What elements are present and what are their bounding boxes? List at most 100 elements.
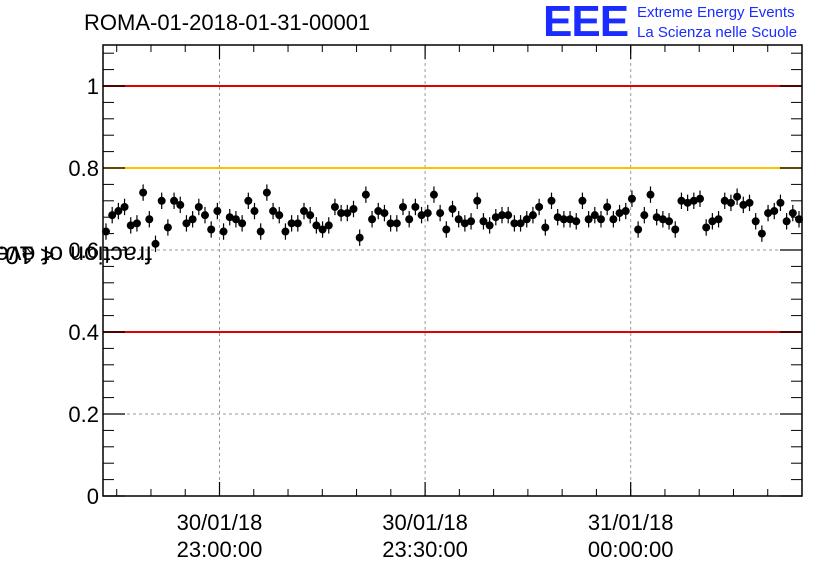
- point-marker: [559, 215, 568, 224]
- y-tick-label: 0.6: [68, 238, 99, 263]
- point-marker: [640, 211, 649, 220]
- data-point: [201, 206, 209, 224]
- y-tick-label: 0: [87, 484, 99, 509]
- point-marker: [510, 219, 519, 228]
- point-marker: [287, 219, 296, 228]
- data-point: [213, 202, 222, 220]
- point-marker: [374, 207, 383, 216]
- data-point: [726, 194, 735, 212]
- data-point: [194, 198, 203, 216]
- data-point: [436, 204, 445, 222]
- point-marker: [275, 211, 284, 220]
- data-point: [609, 211, 618, 228]
- data-point: [287, 215, 296, 232]
- point-marker: [182, 219, 191, 228]
- point-marker: [256, 227, 265, 236]
- point-marker: [541, 223, 550, 232]
- data-point: [652, 209, 661, 226]
- point-marker: [566, 215, 575, 224]
- point-marker: [194, 202, 203, 211]
- point-marker: [764, 209, 773, 218]
- point-marker: [621, 207, 630, 216]
- point-marker: [139, 188, 148, 197]
- point-marker: [677, 196, 686, 205]
- data-point: [720, 192, 729, 209]
- data-point: [120, 198, 129, 216]
- data-point: [324, 217, 333, 234]
- point-marker: [349, 205, 358, 213]
- point-marker: [188, 215, 197, 224]
- data-point: [405, 211, 414, 228]
- point-marker: [634, 225, 643, 234]
- data-point: [126, 217, 135, 234]
- data-point: [621, 202, 630, 220]
- point-marker: [528, 211, 537, 220]
- point-marker: [739, 200, 748, 209]
- data-point: [788, 204, 797, 222]
- data-point: [745, 194, 754, 212]
- data-point: [504, 206, 513, 224]
- point-marker: [163, 223, 172, 232]
- x-tick-date-label: 30/01/18: [382, 510, 468, 535]
- data-point: [145, 211, 154, 228]
- data-point: [238, 215, 247, 232]
- data-point: [207, 221, 216, 238]
- data-point: [460, 215, 469, 232]
- y-tick-label: 1: [87, 74, 99, 99]
- data-point: [696, 190, 704, 207]
- data-point: [231, 211, 240, 228]
- data-point: [597, 211, 605, 228]
- data-point: [646, 186, 655, 203]
- logo-line-2: La Scienza nelle Scuole: [637, 24, 798, 41]
- data-point: [281, 223, 290, 240]
- data-points: [102, 184, 803, 253]
- logo-line-1: Extreme Energy Events: [637, 4, 795, 21]
- point-marker: [522, 215, 531, 224]
- point-marker: [603, 202, 612, 211]
- x-tick-date-label: 30/01/18: [177, 510, 263, 535]
- point-marker: [572, 217, 581, 226]
- data-point: [176, 196, 185, 214]
- point-marker: [281, 227, 290, 236]
- reference-lines: [103, 85, 802, 333]
- data-point: [361, 186, 370, 203]
- data-point: [764, 204, 773, 222]
- point-marker: [207, 225, 216, 234]
- point-marker: [392, 219, 401, 228]
- data-point: [256, 223, 265, 240]
- point-marker: [658, 215, 667, 224]
- point-marker: [597, 215, 605, 224]
- data-point: [776, 194, 785, 212]
- data-point: [584, 211, 593, 228]
- point-marker: [491, 213, 500, 222]
- y-tick-label: 0.8: [68, 156, 99, 181]
- data-point: [380, 204, 389, 222]
- point-marker: [337, 209, 346, 218]
- data-point: [535, 198, 544, 216]
- point-marker: [627, 194, 636, 203]
- point-marker: [479, 217, 488, 226]
- point-marker: [386, 219, 395, 228]
- data-point: [590, 206, 599, 224]
- data-point: [114, 202, 123, 220]
- point-marker: [745, 198, 754, 207]
- data-point: [665, 213, 674, 230]
- point-marker: [615, 209, 624, 218]
- data-point: [262, 184, 271, 201]
- data-point: [559, 211, 568, 228]
- point-marker: [460, 219, 469, 228]
- data-point: [139, 184, 148, 201]
- data-point: [615, 204, 624, 222]
- point-marker: [757, 229, 766, 238]
- point-marker: [733, 192, 742, 201]
- data-point: [541, 219, 550, 236]
- point-marker: [770, 207, 779, 216]
- data-point: [522, 211, 531, 228]
- point-marker: [652, 213, 661, 222]
- data-point: [423, 204, 432, 222]
- point-marker: [665, 217, 674, 226]
- data-point: [516, 215, 525, 232]
- point-marker: [244, 196, 253, 205]
- point-marker: [504, 211, 513, 220]
